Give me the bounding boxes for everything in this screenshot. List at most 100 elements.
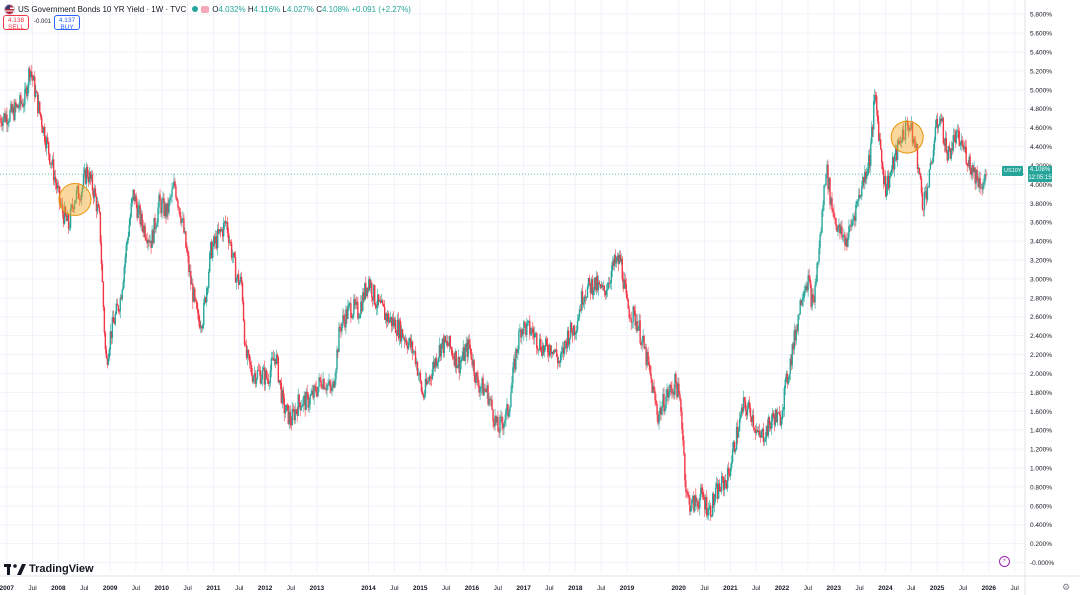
candle-body	[849, 225, 851, 227]
candle-body	[788, 374, 790, 380]
candle-body	[449, 335, 451, 348]
candle-body	[292, 408, 294, 411]
candle-body	[621, 258, 623, 279]
candle-body	[490, 399, 492, 401]
candle-body	[589, 282, 592, 294]
candle-body	[359, 315, 361, 319]
candle-body	[153, 217, 155, 244]
candle-body	[537, 348, 539, 350]
candle-body	[200, 326, 202, 329]
y-tick-label: 0.400%	[1030, 522, 1052, 529]
candle-body	[29, 68, 31, 78]
event-bolt-icon[interactable]: ⚡	[999, 556, 1010, 567]
x-tick-label: Jul	[700, 585, 709, 592]
candle-body	[717, 483, 720, 499]
y-tick-label: 2.600%	[1030, 314, 1052, 321]
candle-body	[959, 144, 961, 146]
candle-body	[115, 303, 118, 314]
candle-body	[391, 318, 394, 327]
candle-body	[281, 390, 284, 403]
candle-body	[706, 496, 708, 516]
candle-body	[316, 393, 318, 397]
candle-body	[865, 171, 867, 179]
candle-body	[714, 487, 717, 500]
candle-body	[143, 225, 145, 233]
candle-body	[793, 330, 795, 350]
candle-body	[725, 482, 728, 489]
candle-body	[77, 185, 80, 199]
candle-body	[640, 343, 642, 346]
candle-body	[134, 195, 136, 202]
candle-body	[185, 231, 187, 248]
symbol-title[interactable]: US Government Bonds 10 YR Yield · 1W · T…	[18, 4, 187, 14]
candle-body	[625, 284, 627, 295]
candle-body	[187, 251, 189, 256]
y-tick-label: 5.000%	[1030, 87, 1052, 94]
candle-body	[171, 189, 173, 197]
candle-body	[370, 282, 372, 288]
candle-body	[495, 415, 497, 423]
candle-body	[820, 232, 822, 235]
candle-body	[815, 281, 817, 285]
candle-body	[329, 380, 331, 387]
x-tick-label: Jul	[28, 585, 37, 592]
y-tick-label: 1.200%	[1030, 447, 1052, 454]
candle-body	[710, 505, 712, 517]
y-tick-label: 4.800%	[1030, 106, 1052, 113]
candle-body	[378, 294, 380, 302]
candle-body	[540, 338, 542, 351]
candle-body	[274, 358, 277, 364]
candle-body	[947, 146, 950, 161]
candle-body	[690, 508, 692, 512]
candle-body	[247, 349, 250, 355]
candle-body	[694, 495, 696, 512]
buy-button[interactable]: 4.137 BUY	[54, 15, 80, 31]
candle-body	[33, 76, 35, 81]
candle-body	[704, 499, 706, 510]
candle-body	[965, 147, 967, 164]
candle-body	[687, 493, 689, 496]
candle-body	[935, 118, 938, 127]
candle-body	[205, 297, 207, 303]
candle-body	[560, 351, 563, 355]
x-tick-label: 2023	[827, 585, 842, 592]
candle-body	[932, 150, 935, 162]
candle-body	[279, 379, 282, 383]
candle-body	[227, 233, 230, 243]
candle-body	[430, 378, 433, 380]
sell-button[interactable]: 4.138 SELL	[3, 15, 29, 31]
y-tick-label: 2.200%	[1030, 352, 1052, 359]
candle-body	[867, 168, 869, 174]
candle-body	[321, 386, 323, 389]
candle-body	[945, 137, 948, 153]
candle-body	[228, 241, 231, 243]
candle-body	[493, 421, 495, 427]
candle-body	[881, 162, 884, 170]
x-tick-label: Jul	[80, 585, 89, 592]
gear-icon[interactable]: ⚙	[1062, 582, 1071, 592]
candle-body	[808, 275, 810, 279]
candle-body	[789, 358, 791, 375]
candle-body	[244, 344, 247, 346]
candle-body	[543, 345, 545, 353]
candle-body	[337, 349, 339, 353]
candle-body	[961, 140, 963, 145]
candle-body	[500, 416, 502, 418]
candle-body	[238, 281, 241, 285]
candle-body	[915, 144, 918, 148]
candle-body	[799, 300, 801, 315]
candle-body	[636, 321, 638, 331]
candle-body	[586, 286, 589, 298]
x-tick-label: Jul	[183, 585, 192, 592]
candle-body	[50, 163, 53, 165]
candle-body	[755, 429, 758, 434]
candle-body	[950, 148, 952, 159]
candle-body	[63, 206, 66, 224]
candle-body	[455, 351, 457, 369]
candle-body	[293, 410, 295, 421]
candle-body	[601, 284, 604, 288]
tradingview-logo[interactable]: TradingView	[4, 563, 94, 575]
candle-body	[180, 216, 182, 224]
candle-body	[617, 255, 619, 264]
